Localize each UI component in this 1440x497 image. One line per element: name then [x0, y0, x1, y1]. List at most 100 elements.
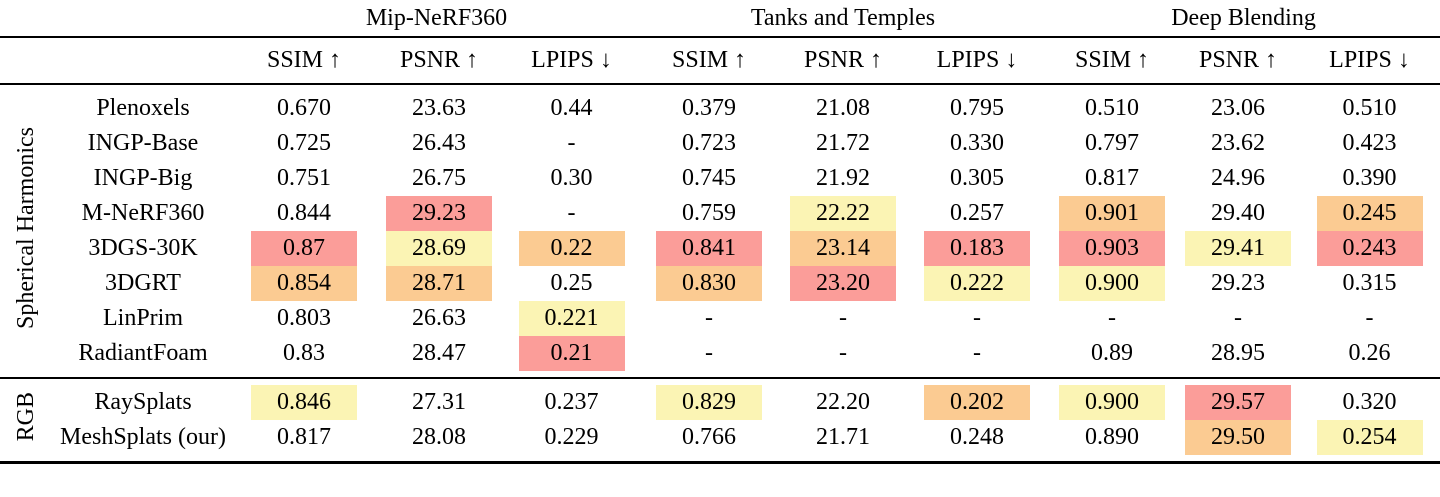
metric-cell: 28.95 — [1177, 336, 1299, 371]
metric-value-highlight-third: 0.221 — [518, 301, 625, 336]
metric-cell: 0.890 — [1047, 420, 1177, 455]
metric-cell: 0.803 — [234, 301, 374, 336]
metric-value: 0.44 — [550, 95, 593, 121]
metric-cell: 29.57 — [1177, 385, 1299, 420]
method-cell: RaySplats — [52, 385, 234, 420]
metric-cell: 22.22 — [779, 196, 907, 231]
metric-cell: 0.26 — [1299, 336, 1440, 371]
metric-cell: 0.229 — [504, 420, 639, 455]
metric-value: 0.803 — [277, 305, 331, 331]
method-cell: MeshSplats (our) — [52, 420, 234, 455]
metric-value: 28.47 — [412, 340, 466, 366]
table-row: INGP-Big 0.751 26.75 0.30 0.745 21.92 0.305 0.8… — [0, 161, 1440, 196]
metric-cell: 0.841 — [639, 231, 779, 266]
spacer-row — [0, 378, 1440, 385]
metric-value: 0.305 — [950, 165, 1005, 191]
metric-cell: 0.830 — [639, 266, 779, 301]
method-name: M-NeRF360 — [81, 200, 205, 226]
section-label-cell: Spherical Harmonics — [0, 91, 52, 371]
paper-results-table-wrap: Mip-NeRF360 Tanks and Temples Deep Blendin… — [0, 0, 1440, 462]
metric-value: - — [839, 340, 848, 366]
metric-cell: 24.96 — [1177, 161, 1299, 196]
metric-value-highlight-third: 29.41 — [1185, 231, 1292, 266]
metric-cell: 26.63 — [374, 301, 504, 336]
metric-cell: 0.390 — [1299, 161, 1440, 196]
spacer-row — [0, 455, 1440, 462]
metric-value: 21.08 — [816, 95, 871, 121]
metric-cell: 23.63 — [374, 91, 504, 126]
metric-value: 0.795 — [950, 95, 1005, 121]
metric-value: 0.890 — [1085, 424, 1140, 450]
table-row: INGP-Base 0.725 26.43 - 0.723 21.72 0.330 0.797… — [0, 126, 1440, 161]
metric-value-highlight-third: 22.22 — [790, 196, 897, 231]
metric-cell: 0.243 — [1299, 231, 1440, 266]
method-name: LinPrim — [102, 305, 183, 331]
metric-value-highlight-third: 0.829 — [656, 385, 763, 420]
metric-value: 0.30 — [550, 165, 593, 191]
metric-value: - — [567, 130, 576, 156]
metric-value: 21.92 — [816, 165, 871, 191]
metric-value: 0.330 — [950, 130, 1005, 156]
metric-value-highlight-second: 0.901 — [1059, 196, 1166, 231]
metric-value: 0.797 — [1085, 130, 1140, 156]
metric-cell: 0.379 — [639, 91, 779, 126]
metric-cell: 0.844 — [234, 196, 374, 231]
metric-cell: 28.71 — [374, 266, 504, 301]
table-row: RGB RaySplats 0.846 27.31 0.237 0.829 22.20 0.2… — [0, 385, 1440, 441]
metric-value-highlight-second: 0.245 — [1316, 196, 1423, 231]
metric-value-highlight-second: 0.202 — [924, 385, 1031, 420]
metric-cell: - — [504, 126, 639, 161]
table-row: Spherical Harmonics Plenoxels 0.670 23.63 0.… — [0, 91, 1440, 328]
metric-cell: 0.330 — [907, 126, 1047, 161]
metric-cell: 29.41 — [1177, 231, 1299, 266]
metric-cell: 29.40 — [1177, 196, 1299, 231]
table-row: 3DGS-30K 0.87 28.69 0.22 0.841 23.14 0.183 0.90… — [0, 231, 1440, 266]
metric-value-highlight-best: 29.57 — [1185, 385, 1292, 420]
metric-value: 26.43 — [412, 130, 466, 156]
metric-cell: 0.900 — [1047, 385, 1177, 420]
metric-value-highlight-best: 0.21 — [518, 336, 625, 371]
section-label-cell: RGB — [0, 385, 52, 455]
method-cell: Plenoxels — [52, 91, 234, 126]
metric-header: PSNR ↑ — [779, 37, 908, 85]
metric-value: 0.390 — [1342, 165, 1397, 191]
metric-value-highlight-best: 0.87 — [251, 231, 357, 266]
metric-value: 0.26 — [1348, 340, 1391, 366]
table-row: M-NeRF360 0.844 29.23 - 0.759 22.22 0.257 0.901… — [0, 196, 1440, 231]
metric-value: - — [839, 305, 848, 331]
metric-cell: 23.14 — [779, 231, 907, 266]
metric-cell: 0.25 — [504, 266, 639, 301]
metric-cell: 0.817 — [234, 420, 374, 455]
method-name: MeshSplats (our) — [60, 424, 226, 450]
metric-cell: - — [504, 196, 639, 231]
metric-header: LPIPS ↓ — [504, 37, 640, 85]
metric-cell: 27.31 — [374, 385, 504, 420]
dataset-group-header: Deep Blending — [1047, 0, 1440, 38]
metric-value: 0.25 — [550, 270, 593, 296]
dataset-group-row: Mip-NeRF360 Tanks and Temples Deep Blendin… — [0, 0, 1440, 38]
metric-value: 0.89 — [1091, 340, 1134, 366]
metric-value: - — [1365, 305, 1374, 331]
metric-header: LPIPS ↓ — [907, 37, 1048, 85]
metric-cell: 23.62 — [1177, 126, 1299, 161]
method-cell: LinPrim — [52, 301, 234, 336]
metric-cell: 0.751 — [234, 161, 374, 196]
method-cell: INGP-Big — [52, 161, 234, 196]
table-row: MeshSplats (our) 0.817 28.08 0.229 0.766 21.7… — [0, 420, 1440, 455]
metric-cell: 29.50 — [1177, 420, 1299, 455]
metric-header-row: SSIM ↑ PSNR ↑ LPIPS ↓ SSIM ↑ PSNR ↑ LPIPS ↓ SS… — [0, 37, 1440, 85]
metric-cell: - — [907, 301, 1047, 336]
metric-value: 21.71 — [816, 424, 871, 450]
metric-cell: 28.08 — [374, 420, 504, 455]
method-name: Plenoxels — [96, 95, 190, 121]
metric-header: LPIPS ↓ — [1299, 37, 1440, 85]
metric-cell: 0.759 — [639, 196, 779, 231]
metric-cell: 0.222 — [907, 266, 1047, 301]
metric-value-highlight-best: 0.841 — [656, 231, 763, 266]
metric-cell: 0.817 — [1047, 161, 1177, 196]
table-row: 3DGRT 0.854 28.71 0.25 0.830 23.20 0.222 0.900 2… — [0, 266, 1440, 301]
metric-value: 28.08 — [412, 424, 466, 450]
metric-value: 0.229 — [544, 424, 599, 450]
metric-value-highlight-best: 0.183 — [924, 231, 1031, 266]
metric-cell: 21.72 — [779, 126, 907, 161]
